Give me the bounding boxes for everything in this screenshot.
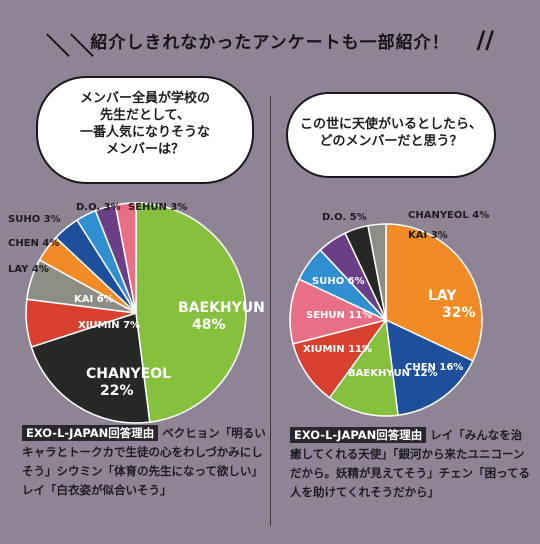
slice-label: XIUMIN 11% bbox=[303, 344, 372, 355]
slice-label: SEHUN 11% bbox=[306, 310, 372, 321]
left-question-line: 先生だとして、 bbox=[100, 108, 190, 123]
slice-label: SEHUN 3% bbox=[128, 202, 187, 213]
left-reason: EXO-L-JAPAN回答理由 ベクヒョン「明るいキャラとトークカで生徒の心をわし… bbox=[22, 424, 267, 500]
slice-label: CHANYEOL 22% bbox=[86, 366, 171, 399]
right-question-bubble: この世に天使がいるとしたら、 どのメンバーだと思う？ bbox=[286, 92, 496, 178]
left-question-bubble: メンバー全員が学校の 先生だとして、 一番人気になりそうな メンバーは？ bbox=[36, 76, 254, 184]
pie-slice-baekhyun bbox=[135, 202, 247, 423]
left-reason-text: ベクヒョン「明るいキャラとトークカで生徒の心をわしづかみにしそう」シウミン「体育… bbox=[22, 426, 266, 497]
header: ＼＼ 紹介しきれなかったアンケートも一部紹介！ // bbox=[0, 22, 540, 60]
pie-slice-xiumin bbox=[292, 318, 388, 399]
left-question-line: 一番人気になりそうな bbox=[79, 125, 210, 140]
slice-label: D.O. 3% bbox=[76, 202, 121, 213]
slice-label: BAEKHYUN 48% bbox=[178, 300, 265, 333]
pie-slice-lay bbox=[385, 223, 483, 362]
slice-label: XIUMIN 7% bbox=[78, 320, 140, 331]
page-title: 紹介しきれなかったアンケートも一部紹介！ bbox=[90, 33, 450, 53]
left-reason-tag: EXO-L-JAPAN回答理由 bbox=[22, 425, 159, 441]
slice-label: CHEN 4% bbox=[8, 238, 59, 249]
pie-slice-kai bbox=[367, 223, 387, 321]
column-divider bbox=[270, 96, 271, 526]
pie-slice-chanyeol bbox=[30, 312, 151, 424]
slice-label: CHANYEOL 4% bbox=[408, 210, 489, 221]
slice-label: KAI 6% bbox=[74, 294, 114, 305]
slice-label: KAI 3% bbox=[408, 230, 448, 241]
right-reason: EXO-L-JAPAN回答理由 レイ「みんなを治癒してくれる天使」「銀河から来たユ… bbox=[290, 426, 530, 502]
slice-label: CHEN 16% bbox=[405, 362, 463, 373]
pie-slice-chen bbox=[385, 318, 474, 417]
pie-slice-baekhyun bbox=[328, 318, 399, 417]
slice-label: SUHO 6% bbox=[312, 276, 365, 287]
slice-label: LAY 32% bbox=[428, 288, 476, 321]
slice-label: BAEKHYUN 12% bbox=[348, 368, 437, 379]
left-question-line: メンバー全員が学校の bbox=[79, 91, 210, 106]
left-question-line: メンバーは？ bbox=[105, 142, 184, 157]
slice-label: D.O. 5% bbox=[322, 212, 367, 223]
slice-label: LAY 4% bbox=[8, 264, 49, 275]
right-reason-tag: EXO-L-JAPAN回答理由 bbox=[290, 427, 427, 443]
header-slash-left: ＼＼ bbox=[46, 32, 94, 60]
pie-slice-sehun bbox=[114, 202, 137, 314]
slice-label: SUHO 3% bbox=[8, 214, 61, 225]
right-reason-text: レイ「みんなを治癒してくれる天使」「銀河から来たユニコーンだから。妖精が見えてそ… bbox=[290, 428, 531, 499]
right-question-line: どのメンバーだと思う？ bbox=[319, 134, 463, 149]
right-question-line: この世に天使がいるとしたら、 bbox=[299, 117, 482, 132]
pie-slice-sehun bbox=[289, 278, 389, 345]
header-slash-right: // bbox=[476, 26, 494, 54]
